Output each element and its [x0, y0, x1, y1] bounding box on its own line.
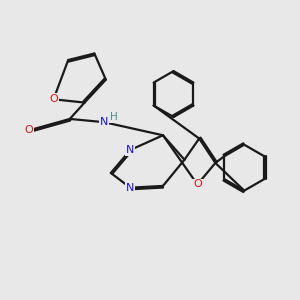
Text: O: O [193, 179, 202, 190]
Text: O: O [49, 94, 58, 104]
Text: N: N [126, 183, 134, 193]
Text: H: H [110, 112, 118, 122]
Text: N: N [126, 145, 134, 155]
Text: O: O [25, 125, 33, 135]
Text: H: H [109, 113, 117, 123]
Text: N: N [126, 183, 134, 193]
Text: N: N [100, 117, 108, 127]
Text: O: O [49, 94, 58, 104]
Text: O: O [193, 179, 202, 190]
Text: N: N [126, 145, 134, 155]
Text: N: N [100, 117, 108, 127]
Text: O: O [25, 125, 33, 135]
